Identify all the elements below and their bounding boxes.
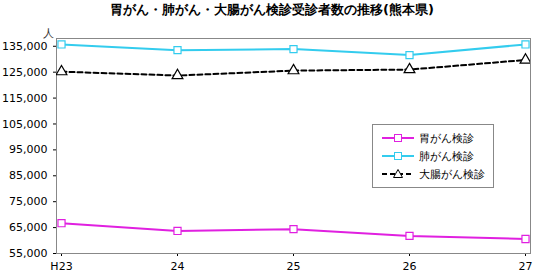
svg-text:人: 人 [43,27,54,40]
svg-text:25: 25 [287,260,301,273]
svg-text:95,000: 95,000 [9,143,48,156]
svg-text:105,000: 105,000 [2,118,48,131]
svg-text:27: 27 [519,260,533,273]
svg-text:125,000: 125,000 [2,66,48,79]
svg-text:H23: H23 [50,260,72,273]
svg-text:26: 26 [403,260,417,273]
svg-text:85,000: 85,000 [9,169,48,182]
svg-text:65,000: 65,000 [9,221,48,234]
svg-text:135,000: 135,000 [2,40,48,53]
html-text:胃がん・肺がん・大腸がん検診受診者数の推移(熊本県): 胃がん・肺がん・大腸がん検診受診者数の推移(熊本県) [110,2,434,17]
html-text:肺がん検診: 肺がん検診 [419,149,474,163]
html-text:大腸がん検診: 大腸がん検診 [419,167,485,181]
svg-text:24: 24 [171,260,185,273]
html-text:胃がん検診: 胃がん検診 [419,131,474,145]
svg-text:55,000: 55,000 [9,247,48,260]
svg-text:115,000: 115,000 [2,92,48,105]
svg-text:75,000: 75,000 [9,195,48,208]
